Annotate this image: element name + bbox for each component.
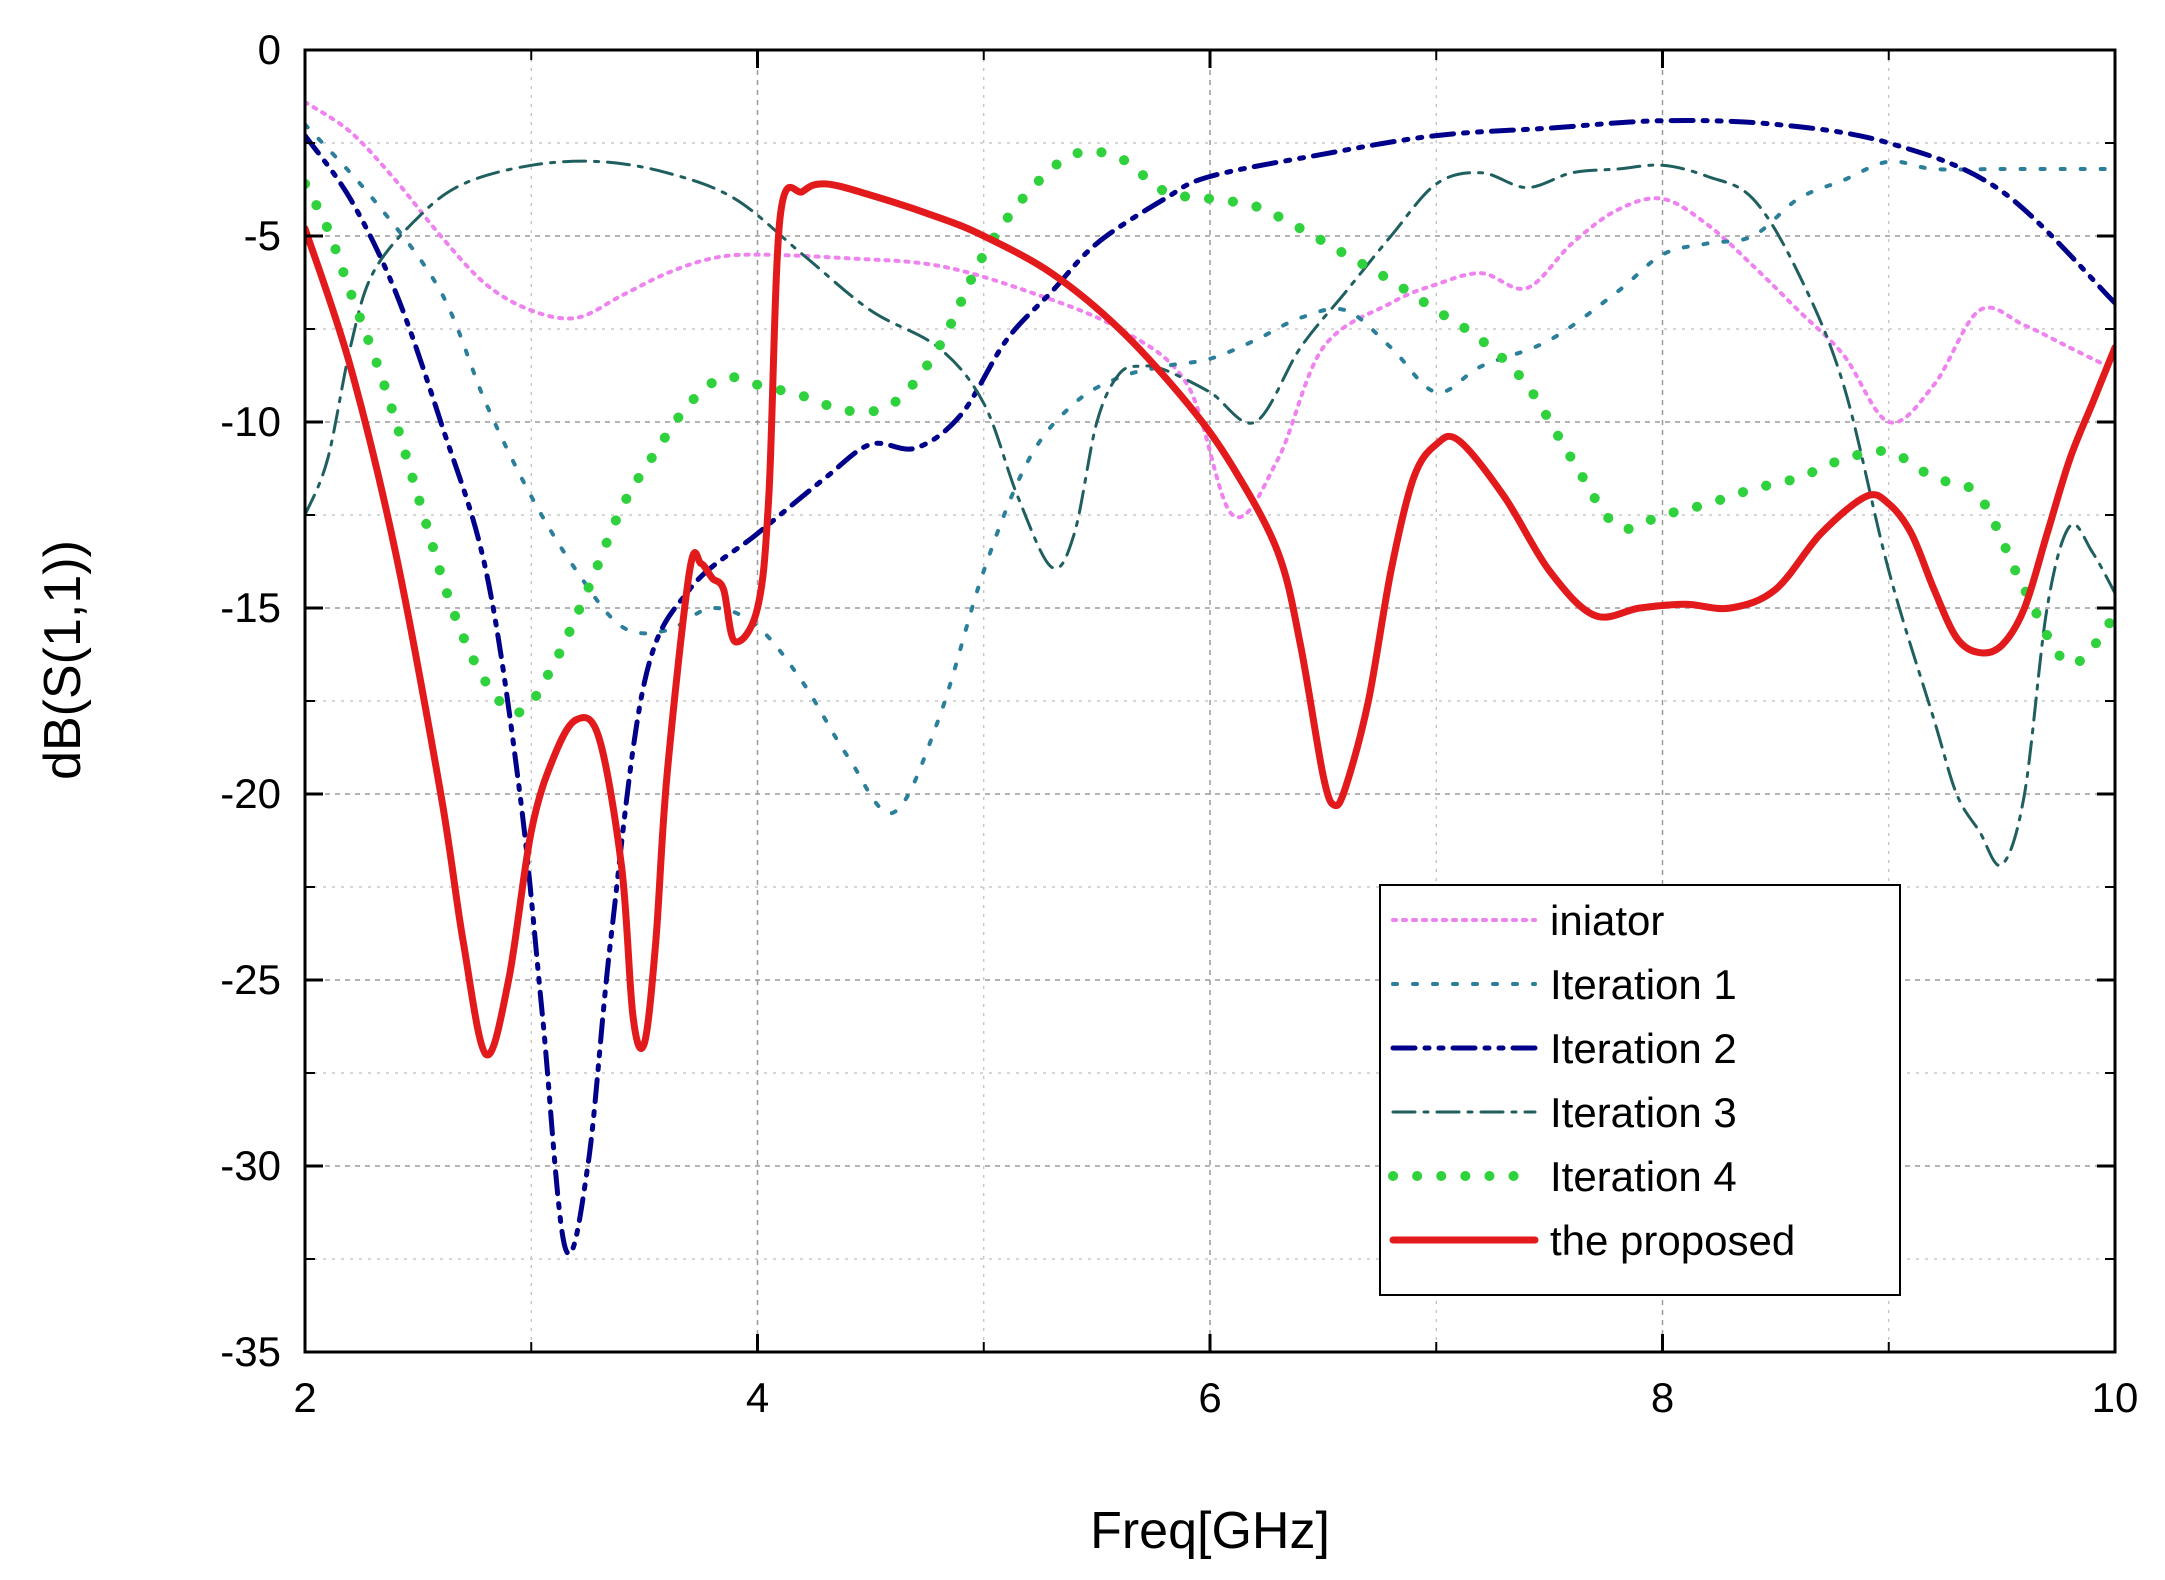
y-tick-label: 0 bbox=[258, 26, 281, 73]
y-axis-title: dB(S(1,1)) bbox=[34, 540, 92, 780]
x-tick-label: 2 bbox=[293, 1374, 316, 1421]
y-tick-label: -35 bbox=[220, 1328, 281, 1375]
legend-label-iniator: iniator bbox=[1550, 897, 1664, 944]
series-line-iteration-4 bbox=[305, 146, 2115, 718]
series-layer bbox=[305, 100, 2115, 1257]
legend-label-iteration-3: Iteration 3 bbox=[1550, 1089, 1737, 1136]
series-line-the-proposed bbox=[305, 180, 2115, 1059]
x-axis-title: Freq[GHz] bbox=[1090, 1502, 1330, 1560]
series-line-iteration-2 bbox=[305, 118, 2115, 1257]
y-tick-label: -5 bbox=[244, 212, 281, 259]
legend-entries: iniator Iteration 1 Iteration 2 Iteration 3… bbox=[1388, 897, 1795, 1264]
legend-label-iteration-4: Iteration 4 bbox=[1550, 1153, 1737, 1200]
tick-labels: 2 4 6 8 10 0 -5 -10 -15 -20 -25 -30 -35 bbox=[220, 26, 2138, 1421]
y-tick-label: -20 bbox=[220, 770, 281, 817]
legend: iniator Iteration 1 Iteration 2 Iteration 3… bbox=[1379, 884, 1901, 1296]
grid bbox=[305, 50, 2115, 1352]
legend-label-the-proposed: the proposed bbox=[1550, 1217, 1795, 1264]
series-line-iniator bbox=[305, 100, 2115, 520]
ticks bbox=[303, 48, 2117, 1354]
legend-label-iteration-2: Iteration 2 bbox=[1550, 1025, 1737, 1072]
legend-label-iteration-1: Iteration 1 bbox=[1550, 961, 1737, 1008]
x-tick-label: 8 bbox=[1651, 1374, 1674, 1421]
series-line-iteration-3 bbox=[305, 159, 2115, 868]
legend-box bbox=[1379, 884, 1901, 1296]
y-tick-label: -10 bbox=[220, 398, 281, 445]
series-line-iteration-1 bbox=[305, 122, 2115, 816]
y-tick-label: -25 bbox=[220, 956, 281, 1003]
x-tick-label: 10 bbox=[2092, 1374, 2139, 1421]
y-tick-label: -15 bbox=[220, 584, 281, 631]
x-tick-label: 6 bbox=[1198, 1374, 1221, 1421]
y-tick-label: -30 bbox=[220, 1142, 281, 1189]
x-tick-label: 4 bbox=[746, 1374, 769, 1421]
